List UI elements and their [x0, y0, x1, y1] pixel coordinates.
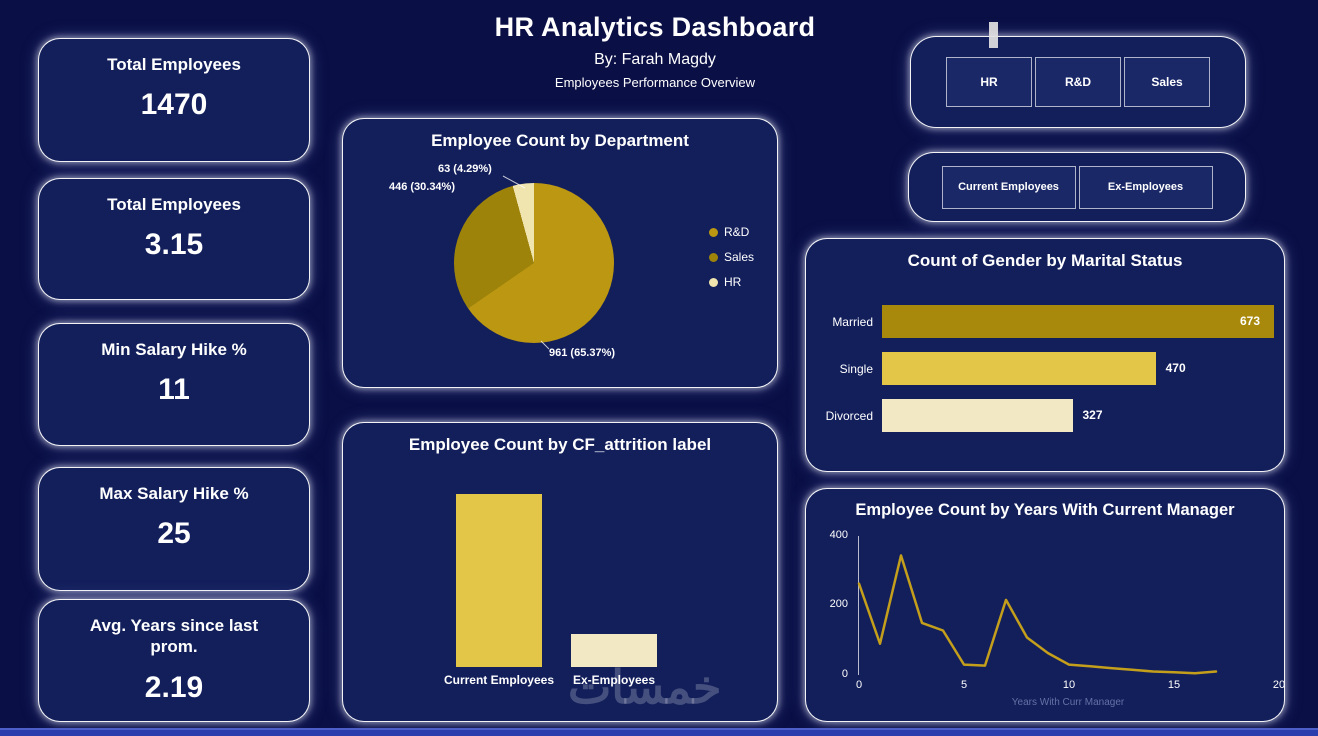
- marital-bar-value: 673: [1239, 314, 1260, 328]
- y-axis-tick: 0: [841, 668, 848, 680]
- slicer-button-ex-employees[interactable]: Ex-Employees: [1078, 165, 1213, 209]
- years-with-manager-card: Employee Count by Years With Current Man…: [805, 488, 1285, 722]
- chart-title: Employee Count by Years With Current Man…: [855, 501, 1235, 519]
- category-label: Divorced: [825, 408, 873, 423]
- category-label: Married: [832, 314, 873, 329]
- attrition-plot-area: [403, 485, 733, 667]
- kpi-label: Max Salary Hike %: [99, 484, 249, 503]
- attrition-bar-card: Employee Count by CF_attrition label Cur…: [342, 422, 778, 722]
- marital-bar-value: 470: [1165, 361, 1186, 375]
- kpi-value: 3.15: [144, 228, 204, 262]
- pie-legend-swatch: [709, 227, 718, 237]
- bar-category-label: Current Employees: [443, 673, 555, 687]
- x-axis-tick: 0: [855, 679, 863, 691]
- manager-line-path: [857, 554, 1218, 675]
- attrition-bar[interactable]: [571, 633, 657, 667]
- kpi-card-min-salary-hike: Min Salary Hike % 11: [38, 323, 310, 446]
- slicer-button-sales[interactable]: Sales: [1124, 57, 1210, 107]
- kpi-value: 2.19: [144, 670, 204, 704]
- kpi-label: Total Employees: [107, 55, 241, 74]
- kpi-card-total-employees: Total Employees 1470: [38, 38, 310, 162]
- page-subtitle: By: Farah Magdy: [594, 51, 716, 68]
- kpi-value: 25: [157, 517, 191, 551]
- page-tagline: Employees Performance Overview: [554, 75, 756, 90]
- legend-label: HR: [724, 275, 742, 289]
- slicer-button-rd[interactable]: R&D: [1035, 57, 1121, 107]
- legend-item-rd[interactable]: R&D: [709, 225, 754, 239]
- attrition-bar[interactable]: [456, 494, 542, 667]
- slicer-scrollbar[interactable]: [989, 22, 998, 48]
- x-axis-tick: 15: [1167, 679, 1181, 691]
- marital-bar[interactable]: [882, 352, 1156, 385]
- legend-label: Sales: [724, 250, 755, 264]
- kpi-value: 1470: [140, 88, 208, 122]
- footer-strip: [0, 728, 1318, 736]
- legend-item-hr[interactable]: HR: [709, 275, 754, 289]
- kpi-label: Min Salary Hike %: [101, 340, 247, 359]
- bar-category-label: Ex-Employees: [572, 673, 656, 687]
- x-axis-title: Years With Curr Manager: [1011, 697, 1125, 708]
- pie-legend: R&D Sales HR: [709, 225, 754, 300]
- legend-label: R&D: [724, 225, 750, 239]
- kpi-card-max-salary-hike: Max Salary Hike % 25: [38, 467, 310, 591]
- chart-title: Employee Count by Department: [431, 131, 689, 150]
- kpi-value: 11: [158, 373, 190, 407]
- marital-bar-value: 327: [1082, 408, 1103, 422]
- y-axis-tick: 400: [829, 529, 848, 541]
- legend-item-sales[interactable]: Sales: [709, 250, 754, 264]
- line-plot-area[interactable]: [857, 536, 1278, 675]
- pie-data-label-rd: 961 (65.37%): [549, 347, 616, 359]
- header: HR Analytics Dashboard By: Farah Magdy E…: [330, 12, 980, 90]
- bar-track: 470: [882, 352, 1274, 385]
- department-slicer: HR R&D Sales: [910, 36, 1246, 128]
- watermark: خمسات: [568, 661, 722, 713]
- pie-data-label-sales: 446 (30.34%): [388, 181, 455, 193]
- x-axis-tick: 10: [1062, 679, 1076, 691]
- slicer-button-hr[interactable]: HR: [946, 57, 1032, 107]
- department-pie-card: Employee Count by Department 63 (4.29%) …: [342, 118, 778, 388]
- manager-line-svg: [857, 554, 1218, 675]
- marital-bar[interactable]: [882, 305, 1274, 338]
- marital-row: Single 470: [812, 352, 1274, 385]
- pie-data-label-hr: 63 (4.29%): [438, 163, 492, 175]
- marital-row: Married 673: [812, 305, 1274, 338]
- y-axis-tick: 200: [829, 598, 848, 610]
- kpi-label: Total Employees: [107, 195, 241, 214]
- department-pie-chart[interactable]: [454, 183, 614, 343]
- x-axis-tick: 20: [1272, 679, 1286, 691]
- bar-track: 673: [882, 305, 1274, 338]
- x-axis-tick: 5: [960, 679, 968, 691]
- marital-row: Divorced 327: [812, 399, 1274, 432]
- marital-bar[interactable]: [882, 399, 1073, 432]
- chart-title: Count of Gender by Marital Status: [907, 251, 1183, 270]
- kpi-card-avg-rating: Total Employees 3.15: [38, 178, 310, 300]
- marital-status-card: Count of Gender by Marital Status Marrie…: [805, 238, 1285, 472]
- pie-legend-swatch: [709, 277, 718, 287]
- category-label: Single: [839, 361, 873, 376]
- bar-track: 327: [882, 399, 1274, 432]
- chart-title: Employee Count by CF_attrition label: [408, 435, 712, 454]
- page-title: HR Analytics Dashboard: [494, 12, 816, 42]
- pie-legend-swatch: [709, 252, 718, 262]
- kpi-label: Avg. Years since last prom.: [89, 616, 259, 657]
- kpi-card-avg-years-since-promotion: Avg. Years since last prom. 2.19: [38, 599, 310, 722]
- employee-status-slicer: Current Employees Ex-Employees: [908, 152, 1246, 222]
- slicer-button-current-employees[interactable]: Current Employees: [941, 165, 1076, 209]
